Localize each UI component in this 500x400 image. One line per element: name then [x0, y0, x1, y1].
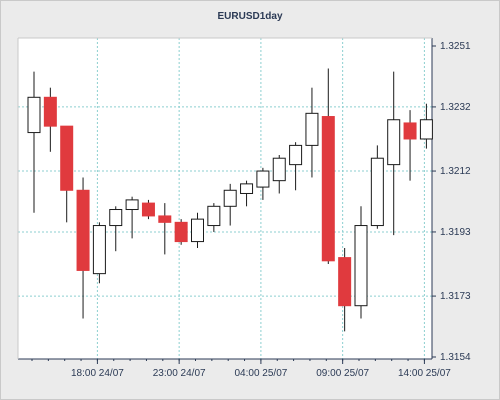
x-tick-label: 04:00 25/07 — [234, 368, 287, 379]
candle-down — [321, 68, 335, 265]
candle-down — [338, 247, 352, 332]
candle-body — [419, 119, 433, 140]
x-tick-label: 14:00 25/07 — [398, 368, 451, 379]
candle-up — [387, 71, 401, 236]
candle-body — [141, 202, 155, 217]
candle-down — [76, 177, 90, 319]
candle-body — [27, 96, 41, 134]
candle-body — [125, 199, 139, 211]
y-tick-label: 1.3232 — [440, 102, 471, 113]
candle-up — [354, 206, 368, 319]
candle-down — [43, 87, 57, 152]
candle-down — [403, 110, 417, 181]
candle-body — [191, 218, 204, 243]
candle-body — [289, 144, 303, 166]
chart-title: EURUSD1day — [217, 11, 283, 22]
candle-up — [223, 183, 237, 226]
candle-body — [240, 183, 254, 194]
candle-up — [109, 206, 123, 252]
candle-up — [207, 203, 221, 232]
candle-up — [240, 180, 254, 207]
candle-up — [191, 212, 204, 248]
candle-body — [207, 205, 221, 227]
y-tick-label: 1.3251 — [440, 41, 471, 52]
candle-down — [174, 219, 188, 245]
candle-up — [305, 87, 319, 178]
x-tick-label: 18:00 24/07 — [71, 368, 124, 379]
candle-up — [419, 103, 433, 149]
x-tick-label: 09:00 25/07 — [316, 368, 369, 379]
candle-body — [223, 189, 237, 207]
candle-up — [272, 155, 286, 194]
y-tick-label: 1.3154 — [440, 352, 471, 363]
candle-body — [256, 170, 270, 188]
candle-down — [60, 125, 74, 223]
candle-up — [92, 222, 106, 284]
candle-body — [60, 125, 74, 191]
candle-up — [370, 145, 384, 229]
candle-up — [289, 142, 303, 191]
candle-body — [109, 209, 123, 227]
candle-body — [305, 112, 319, 146]
candle-body — [403, 122, 417, 140]
candle-body — [76, 189, 90, 271]
candle-body — [370, 157, 384, 227]
candle-down — [141, 199, 155, 220]
candle-down — [158, 203, 172, 255]
candle-body — [272, 157, 286, 182]
candle-body — [354, 225, 368, 307]
candle-body — [387, 119, 401, 166]
candle-body — [92, 225, 106, 275]
candle-body — [338, 257, 352, 307]
candle-body — [321, 116, 335, 262]
y-tick-label: 1.3173 — [440, 291, 471, 302]
candle-up — [125, 196, 139, 239]
candle-body — [174, 221, 188, 243]
candle-body — [158, 215, 172, 223]
candle-body — [43, 96, 57, 127]
y-tick-label: 1.3193 — [440, 227, 471, 238]
y-tick-label: 1.3212 — [440, 166, 471, 177]
candle-up — [256, 167, 270, 200]
candle-up — [27, 71, 41, 213]
x-tick-label: 23:00 24/07 — [153, 368, 206, 379]
